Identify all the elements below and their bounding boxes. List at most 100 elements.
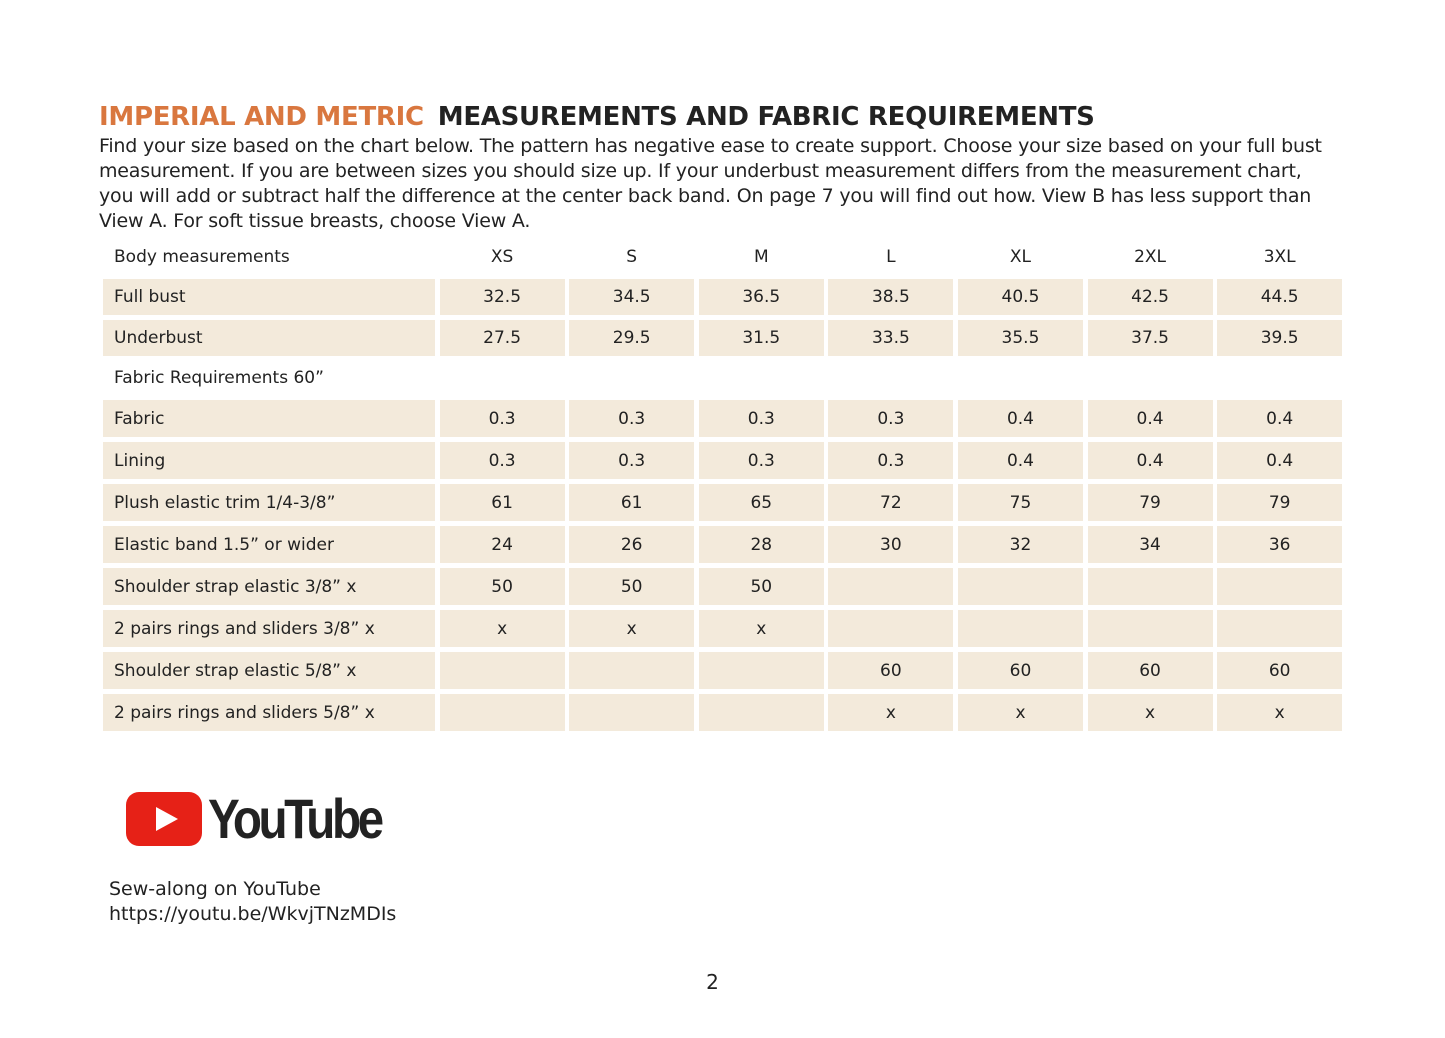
- table-cell: [957, 610, 1083, 647]
- youtube-info: Sew-along on YouTube https://youtu.be/Wk…: [109, 877, 396, 927]
- table-cell: 0.4: [1087, 400, 1213, 437]
- table-cell: 79: [1087, 484, 1213, 521]
- empty-cell: [958, 361, 1083, 395]
- table-cell: [439, 694, 565, 731]
- title-accent: IMPERIAL AND METRIC: [99, 102, 424, 132]
- table-cell: x: [1217, 694, 1343, 731]
- table-cell: x: [569, 610, 695, 647]
- size-header: M: [753, 247, 769, 267]
- table-cell: [698, 694, 824, 731]
- size-header: 3XL: [1263, 247, 1296, 267]
- table-cell: 29.5: [569, 320, 695, 356]
- table-cell: 30: [828, 526, 954, 563]
- table-cell: 60: [1087, 652, 1213, 689]
- table-cell: 0.3: [698, 442, 824, 479]
- table-cell: 27.5: [439, 320, 565, 356]
- table-cell: 42.5: [1087, 279, 1213, 315]
- table-cell: 40.5: [957, 279, 1083, 315]
- table-cell: 32: [957, 526, 1083, 563]
- table-cell: 0.3: [569, 400, 695, 437]
- table-cell: 28: [698, 526, 824, 563]
- table-cell: 0.3: [569, 442, 695, 479]
- empty-cell: [699, 361, 824, 395]
- table-cell: 50: [439, 568, 565, 605]
- table-cell: 61: [439, 484, 565, 521]
- size-header: S: [626, 247, 638, 267]
- youtube-play-icon: [126, 791, 202, 846]
- youtube-caption: Sew-along on YouTube: [109, 878, 321, 900]
- section-heading: Fabric Requirements 60”: [114, 368, 324, 388]
- table-cell: 0.4: [957, 442, 1083, 479]
- page-title: IMPERIAL AND METRIC MEASUREMENTS AND FABR…: [99, 102, 1095, 132]
- table-cell: 0.3: [439, 442, 565, 479]
- intro-paragraph: Find your size based on the chart below.…: [99, 135, 1322, 232]
- table-cell: [439, 652, 565, 689]
- table-cell: [698, 652, 824, 689]
- table-cell: 0.4: [1087, 442, 1213, 479]
- row-label: Shoulder strap elastic 3/8” x: [103, 568, 435, 605]
- section-heading: Body measurements: [114, 247, 290, 267]
- table-cell: [569, 652, 695, 689]
- table-cell: 31.5: [698, 320, 824, 356]
- youtube-wordmark: YouTube: [208, 787, 384, 850]
- table-cell: 0.3: [828, 442, 954, 479]
- table-cell: [1087, 568, 1213, 605]
- row-label: Plush elastic trim 1/4-3/8”: [103, 484, 435, 521]
- table-cell: x: [698, 610, 824, 647]
- table-cell: [957, 568, 1083, 605]
- table-cell: 39.5: [1217, 320, 1343, 356]
- table-cell: 0.3: [828, 400, 954, 437]
- table-cell: [828, 610, 954, 647]
- table-cell: 65: [698, 484, 824, 521]
- table-cell: 35.5: [957, 320, 1083, 356]
- table-cell: [569, 694, 695, 731]
- table-cell: 33.5: [828, 320, 954, 356]
- table-cell: x: [439, 610, 565, 647]
- size-header: XL: [1009, 247, 1032, 267]
- table-cell: [1217, 610, 1343, 647]
- table-cell: [1217, 568, 1343, 605]
- size-header: 2XL: [1134, 247, 1167, 267]
- row-label: Full bust: [103, 279, 435, 315]
- size-header: XS: [490, 247, 514, 267]
- table-cell: 75: [957, 484, 1083, 521]
- table-cell: [828, 568, 954, 605]
- table-cell: 50: [698, 568, 824, 605]
- table-cell: 60: [957, 652, 1083, 689]
- table-cell: 0.3: [698, 400, 824, 437]
- table-cell: 50: [569, 568, 695, 605]
- table-cell: 44.5: [1217, 279, 1343, 315]
- row-label: Shoulder strap elastic 5/8” x: [103, 652, 435, 689]
- table-cell: 60: [1217, 652, 1343, 689]
- empty-cell: [440, 361, 565, 395]
- table-cell: 26: [569, 526, 695, 563]
- table-cell: 37.5: [1087, 320, 1213, 356]
- page-number: 2: [706, 970, 719, 994]
- row-label: Fabric: [103, 400, 435, 437]
- table-cell: 72: [828, 484, 954, 521]
- row-label: 2 pairs rings and sliders 3/8” x: [103, 610, 435, 647]
- table-cell: 36: [1217, 526, 1343, 563]
- table-cell: x: [828, 694, 954, 731]
- table-cell: 0.4: [957, 400, 1083, 437]
- table-cell: 79: [1217, 484, 1343, 521]
- table-cell: 60: [828, 652, 954, 689]
- table-cell: 24: [439, 526, 565, 563]
- empty-cell: [569, 361, 694, 395]
- table-cell: 0.4: [1217, 400, 1343, 437]
- measurement-table: Body measurements XS S M L XL 2XL 3XL Full bust 3…: [103, 240, 1343, 731]
- table-cell: x: [957, 694, 1083, 731]
- row-label: 2 pairs rings and sliders 5/8” x: [103, 694, 435, 731]
- row-label: Lining: [103, 442, 435, 479]
- youtube-logo[interactable]: YouTube: [126, 786, 411, 851]
- table-cell: [1087, 610, 1213, 647]
- title-main: MEASUREMENTS AND FABRIC REQUIREMENTS: [437, 102, 1095, 132]
- table-cell: 32.5: [439, 279, 565, 315]
- table-cell: 38.5: [828, 279, 954, 315]
- row-label: Underbust: [103, 320, 435, 356]
- table-cell: 0.3: [439, 400, 565, 437]
- table-cell: 34: [1087, 526, 1213, 563]
- youtube-link[interactable]: https://youtu.be/WkvjTNzMDIs: [109, 903, 397, 925]
- empty-cell: [1217, 361, 1342, 395]
- table-cell: x: [1087, 694, 1213, 731]
